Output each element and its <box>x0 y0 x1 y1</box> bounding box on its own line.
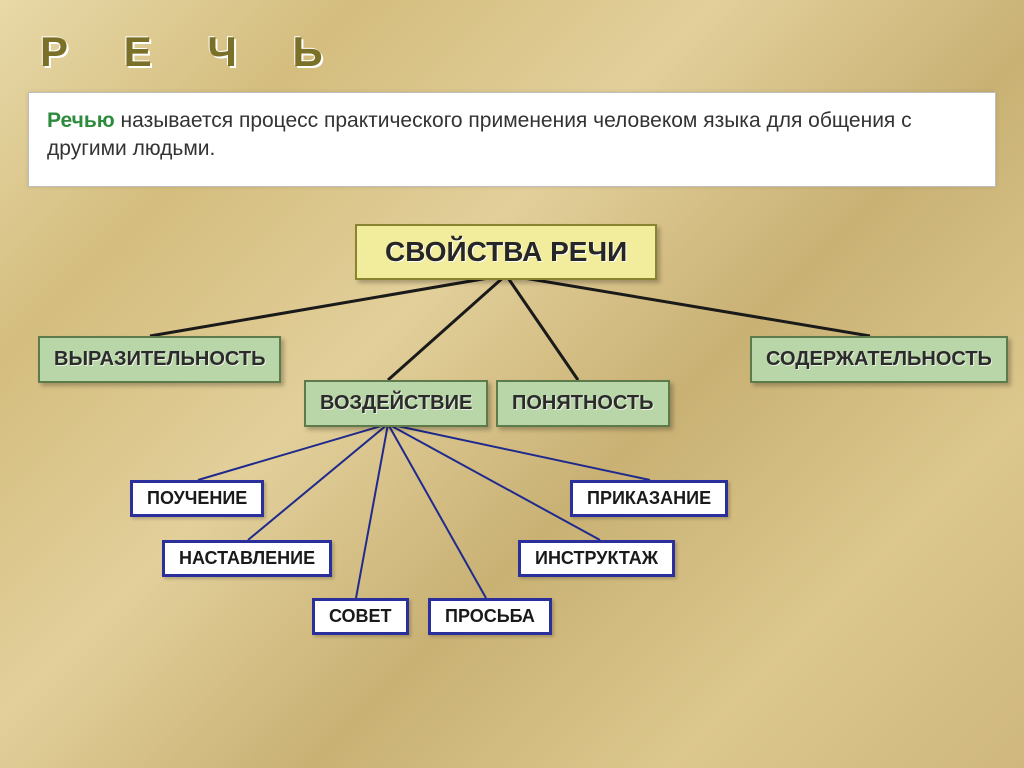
property-p1: ВОЗДЕЙСТВИЕ <box>304 380 488 427</box>
sub-node-1: НАСТАВЛЕНИЕ <box>162 540 332 577</box>
sub-node-4: ИНСТРУКТАЖ <box>518 540 675 577</box>
property-p0: ВЫРАЗИТЕЛЬНОСТЬ <box>38 336 281 383</box>
sub-node-2: СОВЕТ <box>312 598 409 635</box>
definition-keyword: Речью <box>47 109 115 132</box>
definition-box: Речью называется процесс практического п… <box>28 92 996 187</box>
sub-node-0: ПОУЧЕНИЕ <box>130 480 264 517</box>
sub-node-5: ПРИКАЗАНИЕ <box>570 480 728 517</box>
page-title: Р Е Ч Ь <box>40 28 345 76</box>
property-p2: ПОНЯТНОСТЬ <box>496 380 670 427</box>
sub-node-3: ПРОСЬБА <box>428 598 552 635</box>
root-node: СВОЙСТВА РЕЧИ <box>355 224 657 280</box>
property-p3: СОДЕРЖАТЕЛЬНОСТЬ <box>750 336 1008 383</box>
definition-text: называется процесс практического примене… <box>47 109 912 160</box>
